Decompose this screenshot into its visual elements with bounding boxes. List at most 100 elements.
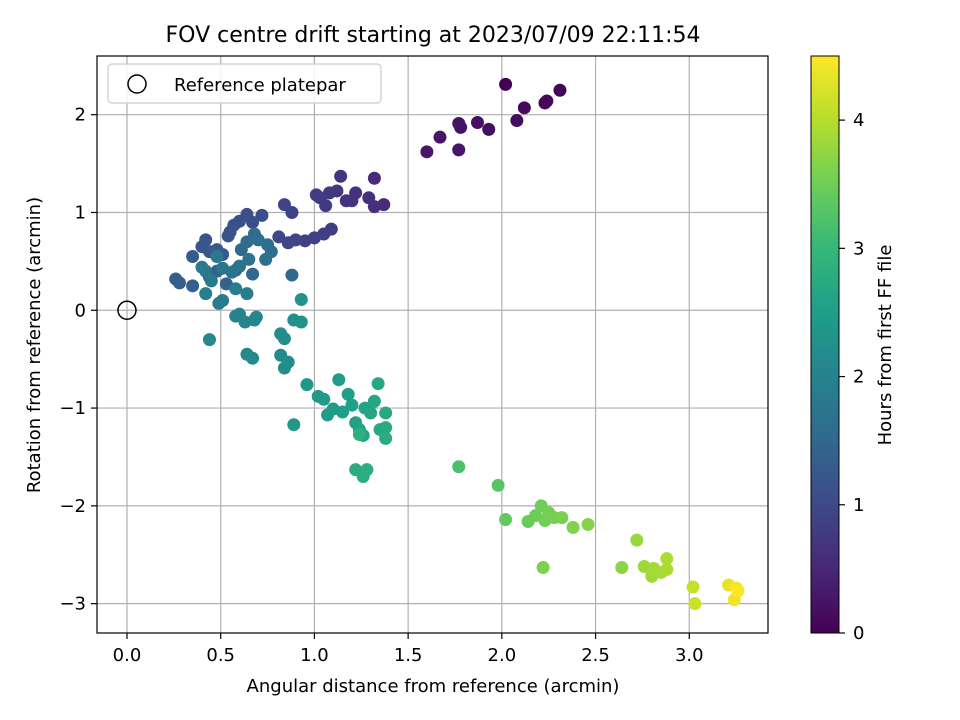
data-point: [360, 463, 374, 477]
data-point: [367, 394, 381, 408]
plot-background: [97, 56, 768, 633]
x-tick-label: 3.0: [675, 645, 704, 666]
data-point: [186, 249, 200, 263]
x-tick-label: 2.5: [581, 645, 610, 666]
colorbar-ticks: 0 1 2 3 4: [839, 110, 864, 644]
x-axis-ticks: 0.0 0.5 1.0 1.5 2.0 2.5 3.0: [113, 633, 704, 666]
colorbar: 0 1 2 3 4 Hours from first FF file: [810, 55, 896, 644]
data-point: [536, 560, 550, 574]
data-point: [553, 83, 567, 97]
data-point: [379, 421, 393, 435]
data-point: [242, 252, 256, 266]
data-point: [482, 122, 496, 136]
data-point: [172, 276, 186, 290]
data-point: [364, 406, 378, 420]
data-point: [285, 268, 299, 282]
data-point: [336, 405, 350, 419]
colorbar-gradient: [810, 55, 840, 634]
data-point: [660, 552, 674, 566]
data-point: [517, 101, 531, 115]
data-point: [277, 198, 291, 212]
data-point: [229, 309, 243, 323]
legend-label: Reference platepar: [174, 75, 346, 96]
legend-box: [107, 63, 382, 104]
data-point: [216, 261, 230, 275]
y-tick-label: −3: [59, 594, 86, 615]
y-tick-label: −2: [59, 496, 86, 517]
data-point: [246, 267, 260, 281]
data-point: [688, 597, 702, 611]
x-tick-label: 0.5: [206, 645, 235, 666]
data-point: [510, 114, 524, 128]
legend: Reference platepar: [107, 63, 382, 104]
data-point: [221, 229, 235, 243]
plot-area: 0.0 0.5 1.0 1.5 2.0 2.5 3.0 −3 −2 −1 0 1 2 Referenc…: [59, 55, 769, 666]
y-tick-label: −1: [59, 398, 86, 419]
x-tick-label: 1.0: [300, 645, 329, 666]
data-point: [630, 533, 644, 547]
data-point: [379, 431, 393, 445]
x-tick-label: 1.5: [394, 645, 423, 666]
data-point: [334, 169, 348, 183]
data-point: [300, 378, 314, 392]
colorbar-tick-label: 4: [853, 110, 864, 131]
data-point: [352, 427, 366, 441]
y-tick-label: 1: [75, 202, 86, 223]
data-point: [566, 520, 580, 534]
data-point: [277, 332, 291, 346]
data-point: [195, 260, 209, 274]
data-point: [186, 279, 200, 293]
data-point: [660, 562, 674, 576]
data-point: [272, 230, 286, 244]
y-tick-label: 2: [75, 105, 86, 126]
data-point: [686, 580, 700, 594]
x-axis-label: Angular distance from reference (arcmin): [247, 676, 620, 697]
data-point: [277, 361, 291, 375]
data-point: [470, 116, 484, 130]
data-point: [309, 188, 323, 202]
data-point: [731, 584, 745, 598]
data-point: [420, 145, 434, 159]
data-point: [452, 460, 466, 474]
x-tick-label: 2.0: [488, 645, 517, 666]
data-point: [339, 194, 353, 208]
data-point: [499, 77, 513, 91]
data-point: [615, 560, 629, 574]
data-point: [255, 208, 269, 222]
data-point: [281, 236, 295, 250]
colorbar-label: Hours from first FF file: [875, 245, 896, 446]
colorbar-tick-label: 1: [853, 495, 864, 516]
data-point: [433, 130, 447, 144]
colorbar-tick-label: 2: [853, 367, 864, 388]
data-point: [259, 252, 273, 266]
y-axis-label: Rotation from reference (arcmin): [24, 197, 45, 493]
y-tick-label: 0: [75, 300, 86, 321]
data-point: [499, 513, 513, 527]
plot-frame: [96, 55, 769, 634]
data-point: [341, 387, 355, 401]
data-point: [367, 171, 381, 185]
data-point: [216, 293, 230, 307]
colorbar-tick-label: 3: [853, 238, 864, 259]
reference-platepar-marker: [117, 300, 137, 321]
legend-marker-icon: [127, 74, 147, 94]
data-point: [294, 315, 308, 329]
colorbar-tick-label: 0: [853, 623, 864, 644]
data-point: [371, 377, 385, 391]
data-point: [581, 517, 595, 531]
data-point: [345, 398, 359, 412]
data-point: [298, 234, 312, 248]
x-tick-label: 0.0: [113, 645, 142, 666]
chart-title: FOV centre drift starting at 2023/07/09 …: [166, 23, 701, 48]
y-axis-ticks: −3 −2 −1 0 1 2: [59, 105, 97, 615]
data-point: [452, 143, 466, 157]
data-point: [229, 282, 243, 296]
data-point: [210, 249, 224, 263]
data-point: [379, 406, 393, 420]
data-point: [204, 274, 218, 288]
data-point: [199, 287, 213, 301]
gridlines: [97, 56, 768, 633]
data-point: [332, 373, 346, 387]
data-point: [317, 392, 331, 406]
